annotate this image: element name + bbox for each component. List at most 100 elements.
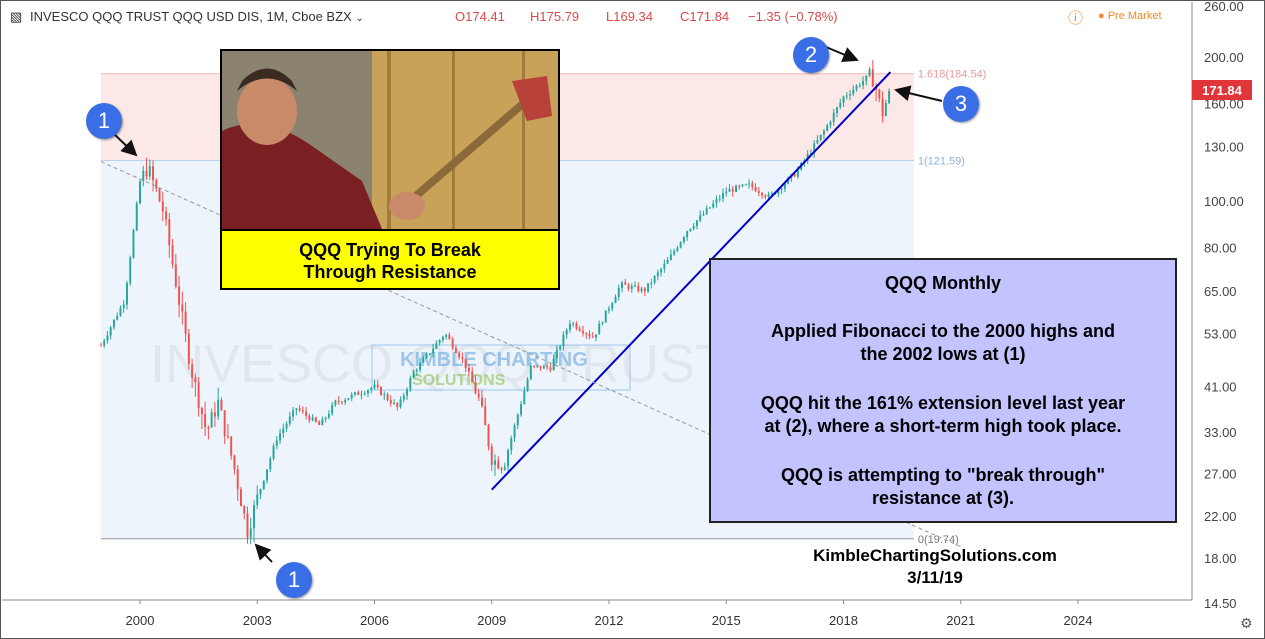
candle-body xyxy=(409,378,412,390)
candle-body xyxy=(751,183,754,187)
fib-level-label: 1(121.59) xyxy=(918,156,965,168)
arrow-to-resistance xyxy=(894,85,943,102)
candle-body xyxy=(106,335,109,341)
candle-body xyxy=(223,410,226,437)
candle-body xyxy=(507,450,510,467)
candle-body xyxy=(634,285,637,287)
candle-body xyxy=(266,469,268,481)
arrow-to-2002-low xyxy=(254,543,273,563)
y-tick-label: 80.00 xyxy=(1204,241,1237,256)
candle-body xyxy=(663,263,666,269)
x-tick-label: 2024 xyxy=(1064,613,1093,628)
candle-body xyxy=(142,170,145,182)
candle-body xyxy=(516,414,519,426)
candle-body xyxy=(604,310,607,323)
candle-body xyxy=(809,153,812,155)
candle-body xyxy=(526,379,529,392)
candle-body xyxy=(839,102,842,108)
candle-body xyxy=(246,513,249,538)
candle-body xyxy=(793,174,796,177)
symbol-menu-icon[interactable]: ▧ xyxy=(10,9,23,24)
candle-body xyxy=(695,220,698,227)
candle-body xyxy=(845,95,848,97)
x-tick-label: 2021 xyxy=(946,613,975,628)
candle-body xyxy=(572,323,575,325)
candle-body xyxy=(318,421,321,426)
candle-body xyxy=(494,460,496,465)
candle-body xyxy=(243,506,246,514)
candle-body xyxy=(129,257,132,284)
candle-body xyxy=(435,343,438,349)
ohlc-close: C171.84 xyxy=(680,9,730,24)
candle-body xyxy=(406,389,409,396)
credit-date: 3/11/19 xyxy=(907,568,963,587)
candle-body xyxy=(702,213,705,216)
meme-caption: QQQ Trying To Break Through Resistance xyxy=(222,229,558,288)
candle-body xyxy=(184,311,187,334)
candle-body xyxy=(862,81,865,86)
marker-badge-1-top: 1 xyxy=(86,103,122,139)
candle-body xyxy=(269,458,272,470)
candle-body xyxy=(806,154,809,161)
candle-body xyxy=(419,362,422,371)
candle-body xyxy=(445,334,448,337)
candle-body xyxy=(643,288,646,292)
candle-body xyxy=(370,388,373,391)
candle-body xyxy=(103,340,106,346)
candle-body xyxy=(598,323,601,335)
candle-body xyxy=(353,392,356,395)
settings-gear-icon[interactable]: ⚙ xyxy=(1240,616,1253,632)
candle-body xyxy=(464,358,467,369)
alert-icon[interactable]: ⓘ xyxy=(1068,10,1084,27)
symbol-title[interactable]: INVESCO QQQ TRUST QQQ USD DIS, 1M, Cboe … xyxy=(30,9,364,24)
candle-body xyxy=(510,438,513,451)
candle-body xyxy=(448,334,451,340)
candle-body xyxy=(796,169,799,177)
candle-body xyxy=(594,334,597,338)
candle-body xyxy=(292,410,295,417)
candle-body xyxy=(679,241,682,248)
candle-body xyxy=(481,397,483,407)
candle-body xyxy=(119,307,122,316)
candle-body xyxy=(611,303,614,309)
candle-body xyxy=(174,264,177,287)
candle-body xyxy=(647,283,650,292)
candle-body xyxy=(165,211,168,220)
candle-body xyxy=(858,85,861,87)
candle-body xyxy=(148,166,151,177)
candle-body xyxy=(171,245,174,265)
candle-body xyxy=(210,412,213,428)
candle-body xyxy=(347,398,350,401)
candle-body xyxy=(614,296,617,304)
candle-body xyxy=(233,455,236,470)
fib-level-label: 1.618(184.54) xyxy=(918,69,987,81)
candle-body xyxy=(546,366,549,368)
candle-body xyxy=(295,408,298,411)
candle-body xyxy=(194,377,197,383)
candle-body xyxy=(718,198,721,200)
marker-badge-1-bottom: 1 xyxy=(276,562,312,598)
candle-body xyxy=(832,112,835,122)
candle-body xyxy=(396,402,399,407)
candle-body xyxy=(220,399,223,411)
candle-series xyxy=(99,60,891,545)
candle-body xyxy=(725,191,728,193)
candle-body xyxy=(666,259,669,264)
y-tick-label: 200.00 xyxy=(1204,50,1244,65)
candle-body xyxy=(865,75,868,82)
candle-body xyxy=(689,228,692,232)
candle-body xyxy=(884,102,887,116)
candle-body xyxy=(761,192,764,196)
candle-body xyxy=(539,365,542,369)
x-tick-label: 2003 xyxy=(243,613,272,628)
candle-body xyxy=(428,353,431,355)
candle-body xyxy=(181,304,184,312)
y-tick-label: 100.00 xyxy=(1204,194,1244,209)
candle-body xyxy=(373,384,376,389)
candle-body xyxy=(122,304,125,308)
candle-body xyxy=(259,488,262,495)
candle-body xyxy=(637,285,640,292)
candle-body xyxy=(783,183,786,189)
annotation-paragraph-3: QQQ is attempting to "break through" res… xyxy=(780,465,1106,508)
candle-body xyxy=(256,494,259,506)
